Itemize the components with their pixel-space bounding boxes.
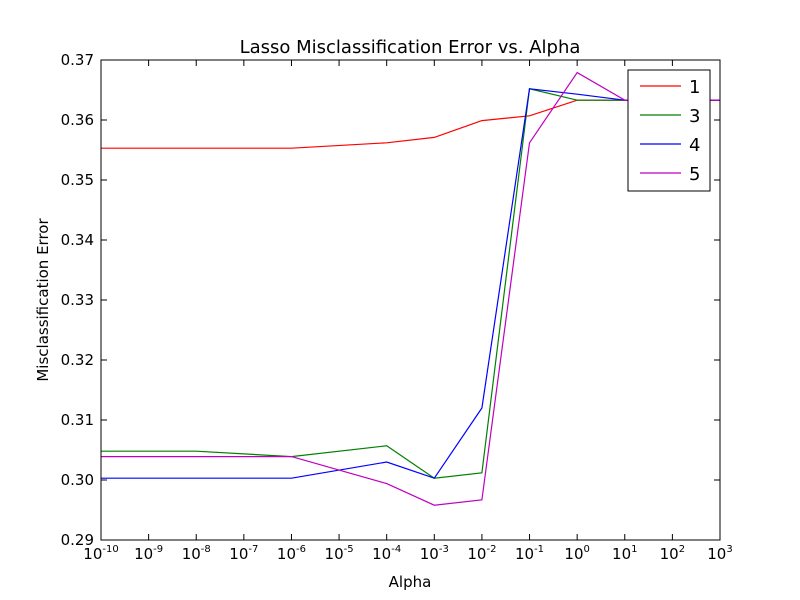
- y-tick-label: 0.31: [61, 411, 94, 429]
- x-tick-label: 10-6: [277, 544, 306, 563]
- x-tick-label: 102: [660, 544, 685, 563]
- y-axis-ticks: 0.29 0.30 0.31 0.32 0.33 0.34 0.35 0.36 0.37: [61, 51, 720, 549]
- series-line-4: [101, 88, 720, 479]
- x-tick-label: 10-5: [325, 544, 354, 563]
- legend-box: [627, 69, 711, 192]
- y-tick-label: 0.32: [61, 351, 94, 369]
- x-tick-label: 10-7: [229, 544, 258, 563]
- series-line-5: [101, 71, 720, 506]
- x-tick-label: 103: [707, 544, 732, 563]
- x-tick-label: 10-4: [372, 544, 401, 563]
- x-tick-label: 10-8: [182, 544, 211, 563]
- plot-lines: [101, 71, 720, 506]
- x-tick-label: 10-1: [515, 544, 544, 563]
- y-tick-label: 0.30: [61, 471, 94, 489]
- legend-label-1: 1: [689, 77, 700, 98]
- y-tick-label: 0.35: [61, 171, 94, 189]
- y-tick-label: 0.36: [61, 111, 94, 129]
- legend-label-4: 4: [689, 135, 700, 156]
- y-tick-label: 0.34: [61, 231, 94, 249]
- series-line-3: [101, 88, 720, 479]
- legend-label-3: 3: [689, 106, 700, 127]
- x-tick-label: 101: [612, 544, 637, 563]
- legend-label-5: 5: [689, 164, 700, 185]
- chart-title: Lasso Misclassification Error vs. Alpha: [240, 37, 581, 58]
- y-tick-label: 0.29: [61, 531, 94, 549]
- y-tick-label: 0.37: [61, 51, 94, 69]
- x-axis-ticks: 10-10 10-9 10-8 10-7 10-6 10-5 10-4 10-3 10-2 10-…: [83, 60, 733, 563]
- x-tick-label: 10-2: [467, 544, 496, 563]
- x-axis-label: Alpha: [389, 573, 432, 591]
- x-tick-label: 10-9: [134, 544, 163, 563]
- legend: 1 3 4 5: [627, 69, 711, 192]
- y-axis-label: Misclassification Error: [34, 218, 52, 382]
- y-tick-label: 0.33: [61, 291, 94, 309]
- x-tick-label: 10-10: [83, 544, 118, 563]
- x-tick-label: 10-3: [420, 544, 449, 563]
- x-tick-label: 100: [564, 544, 589, 563]
